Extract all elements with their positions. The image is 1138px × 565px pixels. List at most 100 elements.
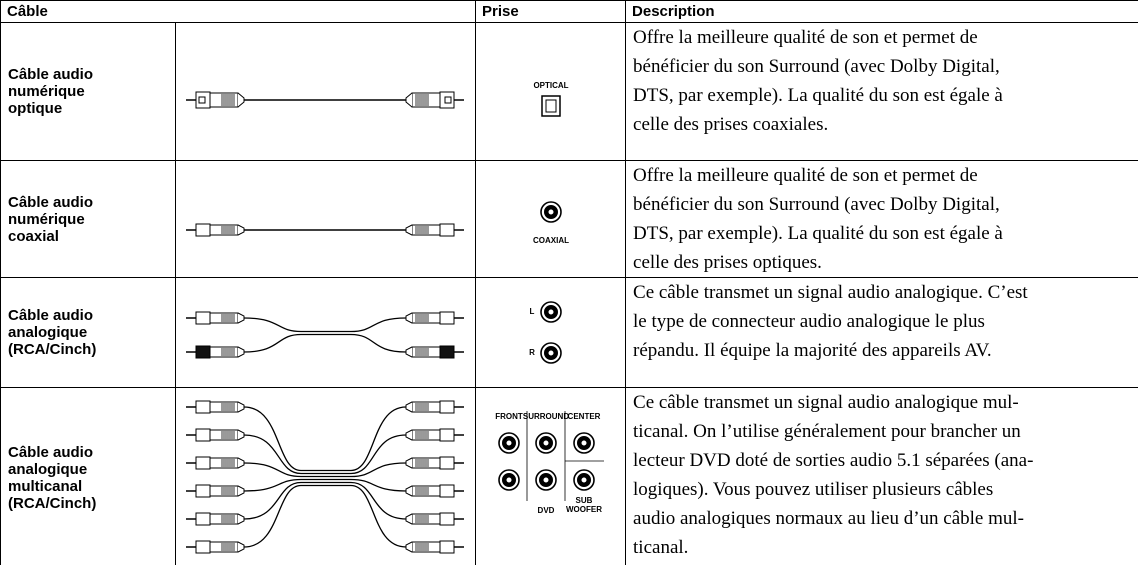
cable-wire bbox=[243, 333, 407, 353]
description-line: audio analogiques normaux au lieu d’un c… bbox=[633, 508, 1024, 529]
plug-taper bbox=[237, 429, 245, 441]
plug-taper bbox=[405, 312, 413, 323]
description-line: ticanal. On l’utilise généralement pour … bbox=[633, 421, 1021, 442]
jack-label: L bbox=[530, 307, 535, 316]
cable-name-line: coaxial bbox=[8, 227, 59, 245]
plug-taper bbox=[237, 513, 245, 525]
plug-shell bbox=[195, 484, 211, 498]
optical-tab bbox=[198, 96, 206, 103]
cable-wire bbox=[243, 316, 407, 332]
cable-illustration bbox=[186, 311, 464, 358]
plug-taper bbox=[237, 92, 245, 107]
jack-label: COAXIAL bbox=[533, 236, 569, 245]
plug-shell bbox=[439, 540, 455, 554]
jack-label: SURROUND bbox=[523, 412, 569, 421]
cable-wire bbox=[243, 462, 407, 477]
description-line: ticanal. bbox=[633, 537, 689, 558]
jack-ring bbox=[505, 439, 513, 447]
header-description: Description bbox=[625, 0, 1138, 23]
plug-taper bbox=[405, 457, 413, 469]
plug-taper bbox=[405, 401, 413, 413]
plug-shell bbox=[439, 400, 455, 414]
plug-shell bbox=[439, 484, 455, 498]
jack-cell: COAXIAL bbox=[475, 160, 627, 278]
plug-shell bbox=[439, 512, 455, 526]
cable-illustration bbox=[186, 400, 464, 554]
cable-illustration-cell bbox=[174, 22, 477, 161]
cable-wire bbox=[243, 481, 407, 520]
cable-wire bbox=[243, 484, 407, 548]
jack-illustration: COAXIAL bbox=[533, 200, 569, 245]
description: Offre la meilleure qualité de son et per… bbox=[625, 160, 1138, 278]
cable-name-line: Câble audio bbox=[8, 307, 94, 324]
cable-wire bbox=[243, 434, 407, 474]
optical-jack-inner bbox=[545, 99, 557, 112]
cable-name: Câble audio analogique (RCA/Cinch) bbox=[0, 277, 176, 388]
description: Ce câble transmet un signal audio analog… bbox=[625, 387, 1138, 565]
cable-name-line: Câble audio bbox=[8, 443, 94, 461]
description: Offre la meilleure qualité de son et per… bbox=[625, 22, 1138, 161]
cable-name-line: Câble audio bbox=[8, 193, 94, 211]
jack-ring bbox=[580, 476, 588, 484]
jack-ring bbox=[547, 308, 555, 315]
cable-wire bbox=[243, 406, 407, 471]
cable-name-line: Câble audio bbox=[8, 66, 94, 83]
plug-shell bbox=[195, 428, 211, 442]
plug-shell bbox=[439, 223, 455, 236]
jack-label: CENTER bbox=[568, 412, 601, 421]
jack-ring bbox=[547, 208, 555, 215]
jack-ring bbox=[542, 439, 550, 447]
jack-illustration: LR bbox=[529, 300, 562, 364]
table-row: Câble audio numérique optique OPTICAL Offre … bbox=[0, 22, 1138, 161]
cable-illustration-cell bbox=[174, 387, 477, 565]
cable-wire bbox=[243, 478, 407, 492]
cable-name: Câble audio analogique multicanal (RCA/Cinc… bbox=[0, 387, 176, 565]
jack-label: R bbox=[529, 348, 535, 357]
plug-taper bbox=[237, 457, 245, 469]
cable-illustration bbox=[186, 91, 464, 108]
cable-name-line: analogique bbox=[8, 324, 88, 341]
plug-taper bbox=[405, 429, 413, 441]
jack-cell: FRONT SURROUND CENTER DVD SUB WOOFER bbox=[475, 387, 627, 565]
header-cable: Câble bbox=[0, 0, 477, 23]
description-line: logiques). Vous pouvez utiliser plusieur… bbox=[633, 479, 994, 500]
optical-tab bbox=[444, 96, 452, 103]
header-jack: Prise bbox=[475, 0, 627, 23]
jack-label: DVD bbox=[538, 506, 555, 515]
plug-taper bbox=[237, 312, 245, 323]
plug-shell bbox=[195, 223, 211, 236]
description-line: Offre la meilleure qualité de son et per… bbox=[633, 165, 978, 186]
table-row: Câble audio numérique coaxial COAXIAL Offre … bbox=[0, 160, 1138, 278]
cable-name-line: numérique bbox=[8, 210, 85, 228]
plug-taper bbox=[405, 513, 413, 525]
plug-taper bbox=[237, 485, 245, 497]
description-line: celle des prises optiques. bbox=[633, 252, 822, 273]
description-line: Ce câble transmet un signal audio analog… bbox=[633, 282, 1028, 303]
cable-name-line: optique bbox=[8, 100, 63, 117]
plug-taper bbox=[237, 224, 245, 235]
cable-name-line: numérique bbox=[8, 83, 85, 100]
description-line: celle des prises coaxiales. bbox=[633, 114, 829, 135]
plug-shell bbox=[195, 400, 211, 414]
cable-name: Câble audio numérique coaxial bbox=[0, 160, 176, 278]
cable-name-line: (RCA/Cinch) bbox=[8, 341, 97, 358]
description-line: répandu. Il équipe la majorité des appar… bbox=[633, 340, 992, 361]
jack-ring bbox=[505, 476, 513, 484]
cable-name-line: analogique bbox=[8, 460, 88, 478]
description-line: bénéficier du son Surround (avec Dolby D… bbox=[633, 56, 1000, 77]
description-line: Ce câble transmet un signal audio analog… bbox=[633, 392, 1019, 413]
plug-taper bbox=[405, 485, 413, 497]
description-line: bénéficier du son Surround (avec Dolby D… bbox=[633, 194, 1000, 215]
jack-ring bbox=[542, 476, 550, 484]
description-line: DTS, par exemple). La qualité du son est… bbox=[633, 223, 1003, 244]
cable-illustration bbox=[186, 223, 464, 236]
table-row: Câble audio analogique multicanal (RCA/Cinc… bbox=[0, 387, 1138, 565]
plug-shell bbox=[439, 311, 455, 324]
cable-name: Câble audio numérique optique bbox=[0, 22, 176, 161]
plug-shell bbox=[195, 512, 211, 526]
jack-label: SUB bbox=[576, 496, 593, 505]
